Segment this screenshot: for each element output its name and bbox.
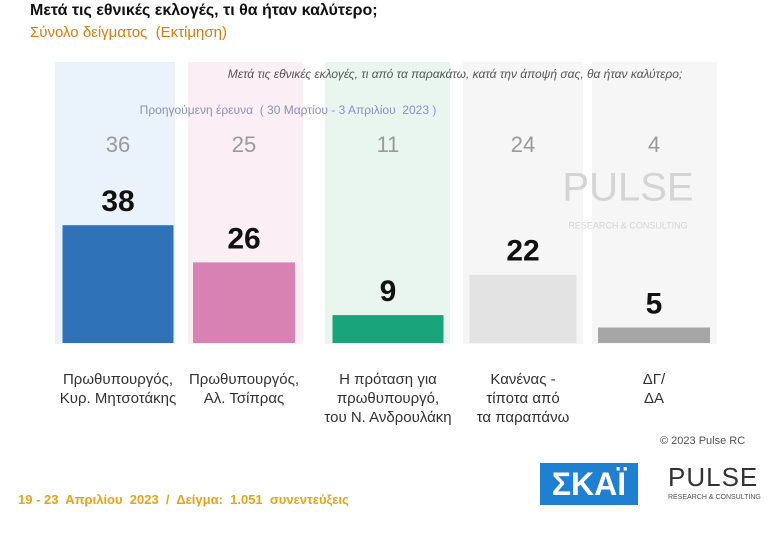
category-label: Η πρόταση για πρωθυπουργό, του Ν. Ανδρου… [324, 371, 452, 426]
pulse-logo: PULSE [668, 462, 759, 492]
previous-value: 11 [377, 132, 400, 157]
value-label: 9 [380, 275, 397, 308]
copyright: © 2023 Pulse RC [660, 435, 746, 447]
value-label: 26 [227, 222, 260, 255]
category-label: Πρωθυπουργός, Αλ. Τσίπρας [188, 371, 300, 407]
bar [332, 315, 444, 343]
chart: Μετά τις εθνικές εκλογές, τι από τα παρα… [55, 62, 717, 344]
previous-value: 24 [511, 132, 535, 157]
bar [193, 262, 295, 343]
previous-value: 36 [106, 132, 130, 157]
skai-logo: ΣΚΑΪ [540, 463, 638, 505]
column-bg [325, 62, 450, 344]
subtitle: Σύνολο δείγματος (Εκτίμηση) [30, 24, 227, 41]
watermark-tagline: RESEARCH & CONSULTING [568, 220, 687, 230]
category-label: Πρωθυπουργός, Κυρ. Μητσοτάκης [59, 371, 177, 407]
category-label: ΔΓ/ ΔΑ [642, 371, 666, 407]
value-label: 22 [506, 235, 539, 268]
previous-label: Προηγούμενη έρευνα ( 30 Μαρτίου - 3 Απρι… [140, 103, 437, 117]
category-label: Κανένας - τίποτα από τα παραπάνω [476, 371, 570, 426]
title: Μετά τις εθνικές εκλογές, τι θα ήταν καλ… [30, 2, 378, 19]
value-label: 5 [646, 287, 663, 320]
bar [598, 327, 710, 343]
column-bg [592, 62, 717, 344]
value-label: 38 [101, 185, 134, 218]
bar [469, 274, 577, 343]
pulse-tagline: RESEARCH & CONSULTING [668, 494, 761, 501]
bar [62, 225, 174, 343]
footer: 19 - 23 Απριλίου 2023 / Δείγμα: 1.051 συ… [18, 492, 349, 507]
watermark: PULSE [562, 166, 693, 210]
previous-value: 4 [648, 132, 660, 157]
question: Μετά τις εθνικές εκλογές, τι από τα παρα… [228, 67, 683, 81]
previous-value: 25 [232, 132, 256, 157]
